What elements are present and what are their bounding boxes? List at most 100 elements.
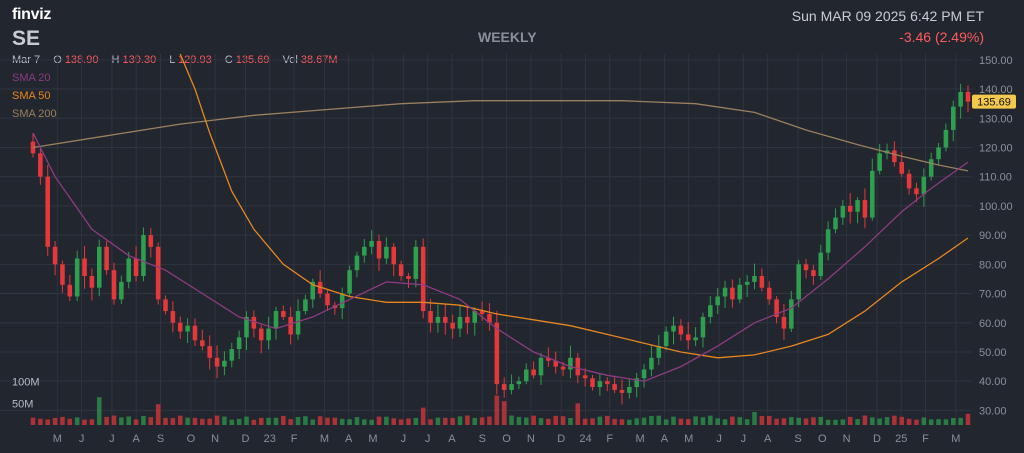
x-tick-label: D xyxy=(557,433,565,445)
candle-body xyxy=(965,91,971,102)
volume-bar xyxy=(428,419,433,425)
volume-bar xyxy=(141,415,146,425)
x-tick-label: A xyxy=(764,433,772,445)
volume-bar xyxy=(435,417,441,425)
volume-bar xyxy=(752,412,757,425)
x-tick-label: A xyxy=(448,433,456,445)
volume-bar xyxy=(870,417,875,425)
x-tick-label: O xyxy=(818,433,827,445)
candle-body xyxy=(347,270,352,294)
volume-bar xyxy=(347,419,352,425)
volume-bar xyxy=(789,417,794,425)
x-tick-label: S xyxy=(157,433,164,445)
volume-bar xyxy=(730,416,735,425)
x-tick-label: D xyxy=(242,433,250,445)
candle-body xyxy=(811,270,816,277)
candle-body xyxy=(899,162,905,174)
candle-body xyxy=(870,170,875,218)
volume-bar xyxy=(766,415,772,425)
candle-body xyxy=(413,246,419,279)
volume-bar xyxy=(715,418,720,425)
candle-body xyxy=(634,378,639,388)
x-tick-label: F xyxy=(922,433,929,445)
candle-body xyxy=(796,264,801,300)
candle-body xyxy=(958,91,963,107)
volume-bar xyxy=(921,417,927,425)
volume-bar xyxy=(104,416,109,425)
volume-bar xyxy=(376,416,382,425)
y-tick-label: 90.00 xyxy=(979,230,1007,242)
candle-body xyxy=(722,287,728,297)
volume-bar xyxy=(619,419,625,425)
candle-body xyxy=(546,357,551,361)
volume-bar xyxy=(634,418,639,425)
candle-body xyxy=(170,311,176,323)
candle-body xyxy=(207,346,212,358)
candle-body xyxy=(612,384,617,390)
candle-body xyxy=(921,176,927,195)
volume-bar xyxy=(663,419,669,425)
volume-bar xyxy=(825,419,831,425)
candle-body xyxy=(553,360,558,367)
volume-bar xyxy=(207,418,212,425)
sma20-line xyxy=(32,132,969,382)
candle-body xyxy=(678,325,684,335)
x-tick-label: 25 xyxy=(895,433,907,445)
volume-bar xyxy=(708,415,713,425)
candle-body xyxy=(928,159,934,177)
candle-body xyxy=(141,235,146,277)
volume-bar xyxy=(781,418,787,425)
volume-bar xyxy=(641,417,647,425)
candle-body xyxy=(354,255,360,271)
volume-bar xyxy=(332,417,338,425)
volume-bar xyxy=(479,417,485,425)
volume-bar xyxy=(546,418,551,425)
y-tick-label: 110.00 xyxy=(979,172,1012,184)
volume-bar xyxy=(568,417,573,425)
candle-body xyxy=(774,299,779,317)
volume-bar xyxy=(60,416,65,425)
volume-bar xyxy=(649,415,654,425)
candle-body xyxy=(104,246,109,271)
x-tick-label: 24 xyxy=(579,433,591,445)
candle-body xyxy=(435,316,441,323)
volume-bar xyxy=(170,418,176,425)
candle-body xyxy=(538,357,544,376)
volume-bar xyxy=(575,403,581,425)
volume-bar xyxy=(597,416,603,425)
candle-body xyxy=(877,153,882,171)
x-tick-label: N xyxy=(527,433,535,445)
y-tick-label: 60.00 xyxy=(979,318,1007,330)
volume-bar xyxy=(177,415,183,425)
candle-body xyxy=(45,176,51,247)
legend-sma200: SMA 200 xyxy=(12,108,57,120)
candle-body xyxy=(906,173,912,189)
volume-bar xyxy=(685,419,691,425)
volume-bar xyxy=(317,416,323,425)
brand-logo[interactable]: finviz xyxy=(12,6,52,23)
volume-bar xyxy=(266,417,271,425)
volume-bar xyxy=(693,416,698,425)
volume-bar xyxy=(82,419,87,425)
candle-body xyxy=(303,299,308,312)
volume-bar xyxy=(774,418,779,425)
candle-body xyxy=(200,340,205,347)
candle-body xyxy=(60,264,65,285)
candle-body xyxy=(465,316,470,323)
candle-body xyxy=(700,316,706,338)
candle-body xyxy=(855,200,860,212)
volume-bar xyxy=(406,418,411,425)
y-tick-label: 40.00 xyxy=(979,376,1007,388)
volume-bar xyxy=(443,417,448,425)
candle-body xyxy=(52,246,58,265)
y-tick-label: 100.00 xyxy=(979,201,1013,213)
candle-body xyxy=(119,281,124,300)
volume-bar xyxy=(413,417,419,425)
volume-bar xyxy=(222,416,227,425)
volume-bar xyxy=(928,419,934,425)
candle-body xyxy=(649,357,654,370)
volume-bar xyxy=(200,418,205,425)
y-tick-label: 30.00 xyxy=(979,405,1007,417)
y-tick-label: 80.00 xyxy=(979,259,1007,271)
